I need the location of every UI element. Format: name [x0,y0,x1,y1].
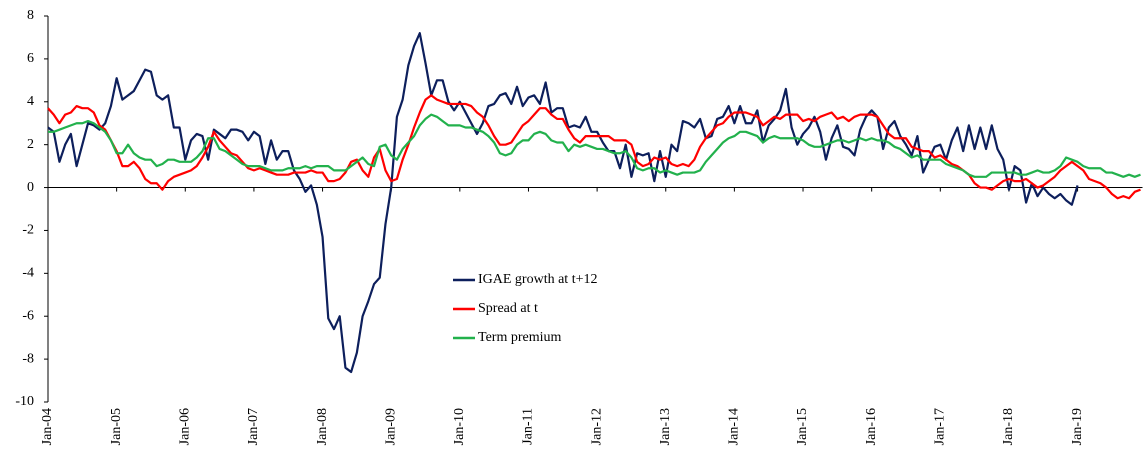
x-tick-label: Jan-07 [246,408,261,445]
y-tick-label: 8 [27,8,34,23]
x-tick-label: Jan-17 [933,408,948,445]
y-tick-label: 2 [27,137,34,152]
x-tick-label: Jan-16 [864,408,879,445]
y-tick-label: -8 [22,351,34,366]
series-line [47,94,1141,200]
x-tick-label: Jan-14 [727,408,742,445]
y-tick-label: 4 [27,94,34,109]
x-tick-label: Jan-09 [383,408,398,445]
y-tick-label: -2 [22,223,34,238]
y-tick-label: 6 [27,51,34,66]
x-tick-label: Jan-19 [1070,408,1085,445]
legend-label: Term premium [478,330,561,345]
series-line [47,32,1079,374]
legend-label: IGAE growth at t+12 [478,272,598,287]
x-tick-label: Jan-05 [109,408,124,445]
series-line [48,113,1141,178]
legend-label: Spread at t [478,301,538,316]
x-tick-label: Jan-11 [521,408,536,445]
y-tick-label: 0 [27,180,34,195]
y-tick-label: -4 [22,266,34,281]
x-tick-label: Jan-10 [452,408,467,445]
x-tick-label: Jan-12 [589,408,604,445]
y-tick-label: -10 [15,394,34,409]
x-tick-label: Jan-08 [315,408,330,445]
x-tick-label: Jan-06 [177,408,192,445]
x-tick-label: Jan-13 [658,408,673,445]
x-tick-label: Jan-15 [795,408,810,445]
x-tick-label: Jan-18 [1001,408,1016,445]
y-tick-label: -6 [22,308,34,323]
x-tick-label: Jan-04 [40,408,55,445]
